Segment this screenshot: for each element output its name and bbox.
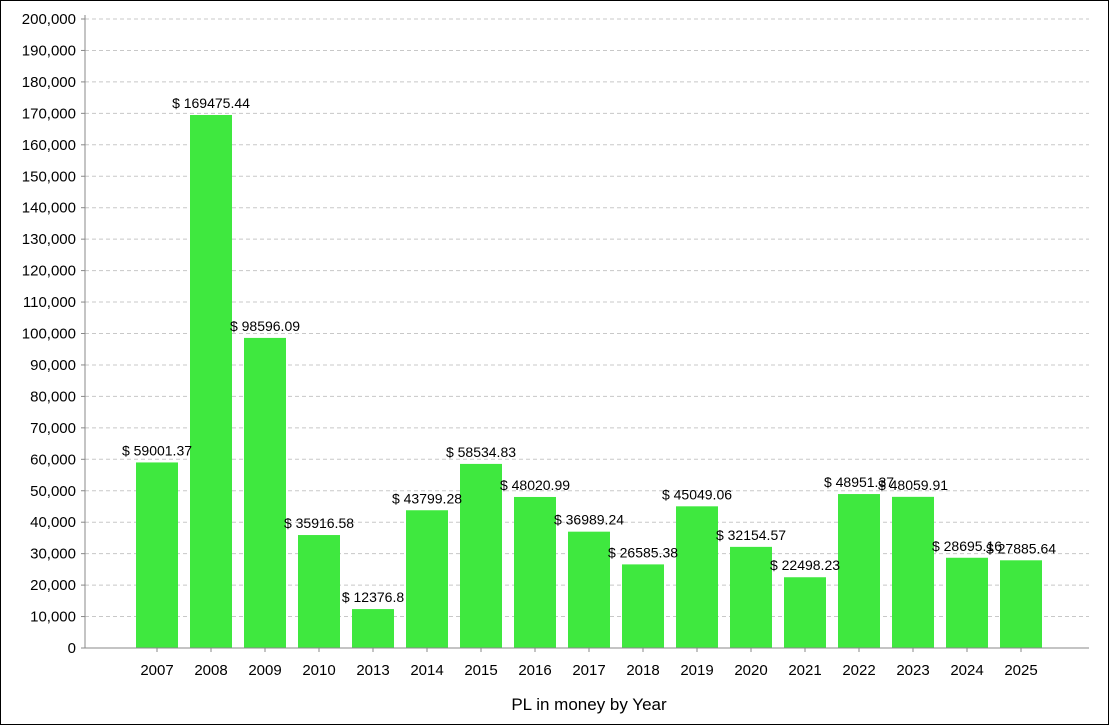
bar [676, 506, 718, 648]
bar [514, 496, 556, 648]
bar [892, 496, 934, 648]
y-tick-label: 40,000 [30, 514, 76, 531]
y-tick-label: 90,000 [30, 357, 76, 374]
y-tick-label: 10,000 [30, 609, 76, 626]
y-tick-label: 100,000 [22, 326, 76, 343]
x-tick-label: 2018 [626, 662, 659, 679]
data-label: $ 22498.23 [770, 557, 840, 573]
data-label: $ 27885.64 [986, 540, 1056, 556]
x-tick-label: 2015 [464, 662, 497, 679]
bar [730, 546, 772, 648]
y-tick-label: 130,000 [22, 231, 76, 248]
data-label: $ 26585.38 [608, 544, 678, 560]
x-tick-label: 2013 [356, 662, 389, 679]
data-label: $ 43799.28 [392, 490, 462, 506]
data-label: $ 45049.06 [662, 486, 732, 502]
data-label: $ 169475.44 [172, 95, 250, 111]
y-axis-ticks: 0 10,000 20,000 30,000 40,000 50,000 60,000 70,… [22, 11, 85, 657]
x-tick-label: 2010 [302, 662, 335, 679]
bars [136, 114, 1042, 648]
y-tick-label: 180,000 [22, 74, 76, 91]
y-tick-label: 140,000 [22, 200, 76, 217]
bar [406, 510, 448, 648]
data-label: $ 35916.58 [284, 515, 354, 531]
data-label: $ 32154.57 [716, 527, 786, 543]
data-label: $ 12376.8 [342, 589, 404, 605]
x-tick-label: 2009 [248, 662, 281, 679]
bar [352, 609, 394, 648]
bar [136, 462, 178, 648]
data-label: $ 48951.37 [824, 474, 894, 490]
y-tick-label: 150,000 [22, 168, 76, 185]
x-tick-label: 2025 [1004, 662, 1037, 679]
y-tick-label: 200,000 [22, 11, 76, 28]
y-tick-label: 0 [68, 640, 76, 657]
x-tick-label: 2008 [194, 662, 227, 679]
y-tick-label: 20,000 [30, 577, 76, 594]
bar [190, 114, 232, 648]
bar [946, 557, 988, 648]
data-label: $ 98596.09 [230, 318, 300, 334]
x-axis-title: PL in money by Year [511, 695, 667, 714]
bar [298, 535, 340, 648]
x-axis-ticks: 2007 2008 2009 2010 2013 2014 2015 2016 2017 2018… [140, 648, 1038, 679]
x-tick-label: 2023 [896, 662, 929, 679]
y-tick-label: 190,000 [22, 42, 76, 59]
data-label: $ 59001.37 [122, 442, 192, 458]
y-tick-label: 80,000 [30, 388, 76, 405]
x-tick-label: 2024 [950, 662, 983, 679]
x-tick-label: 2020 [734, 662, 767, 679]
y-tick-label: 110,000 [23, 294, 76, 311]
data-label: $ 36989.24 [554, 512, 624, 528]
bar [568, 531, 610, 648]
y-tick-label: 170,000 [22, 105, 76, 122]
bar [838, 494, 880, 648]
data-label: $ 28695.16 [932, 538, 1002, 554]
data-labels: $ 59001.37 $ 169475.44 $ 98596.09 $ 35916.5… [122, 95, 1056, 605]
x-tick-label: 2014 [410, 662, 443, 679]
data-label: $ 48059.91 [878, 477, 948, 493]
bar [622, 564, 664, 648]
x-tick-label: 2007 [140, 662, 173, 679]
x-tick-label: 2016 [518, 662, 551, 679]
bar [784, 577, 826, 648]
y-tick-label: 60,000 [30, 451, 76, 468]
bar [244, 337, 286, 648]
x-tick-label: 2022 [842, 662, 875, 679]
y-tick-label: 70,000 [30, 420, 76, 437]
x-tick-label: 2017 [572, 662, 605, 679]
data-label: $ 48020.99 [500, 477, 570, 493]
y-tick-label: 30,000 [30, 546, 76, 563]
y-tick-label: 50,000 [30, 483, 76, 500]
bar [1000, 560, 1042, 648]
x-tick-label: 2021 [788, 662, 821, 679]
x-tick-label: 2019 [680, 662, 713, 679]
bar [460, 463, 502, 648]
axes [84, 15, 1089, 649]
data-label: $ 58534.83 [446, 444, 516, 460]
y-tick-label: 160,000 [22, 137, 76, 154]
y-tick-label: 120,000 [22, 263, 76, 280]
